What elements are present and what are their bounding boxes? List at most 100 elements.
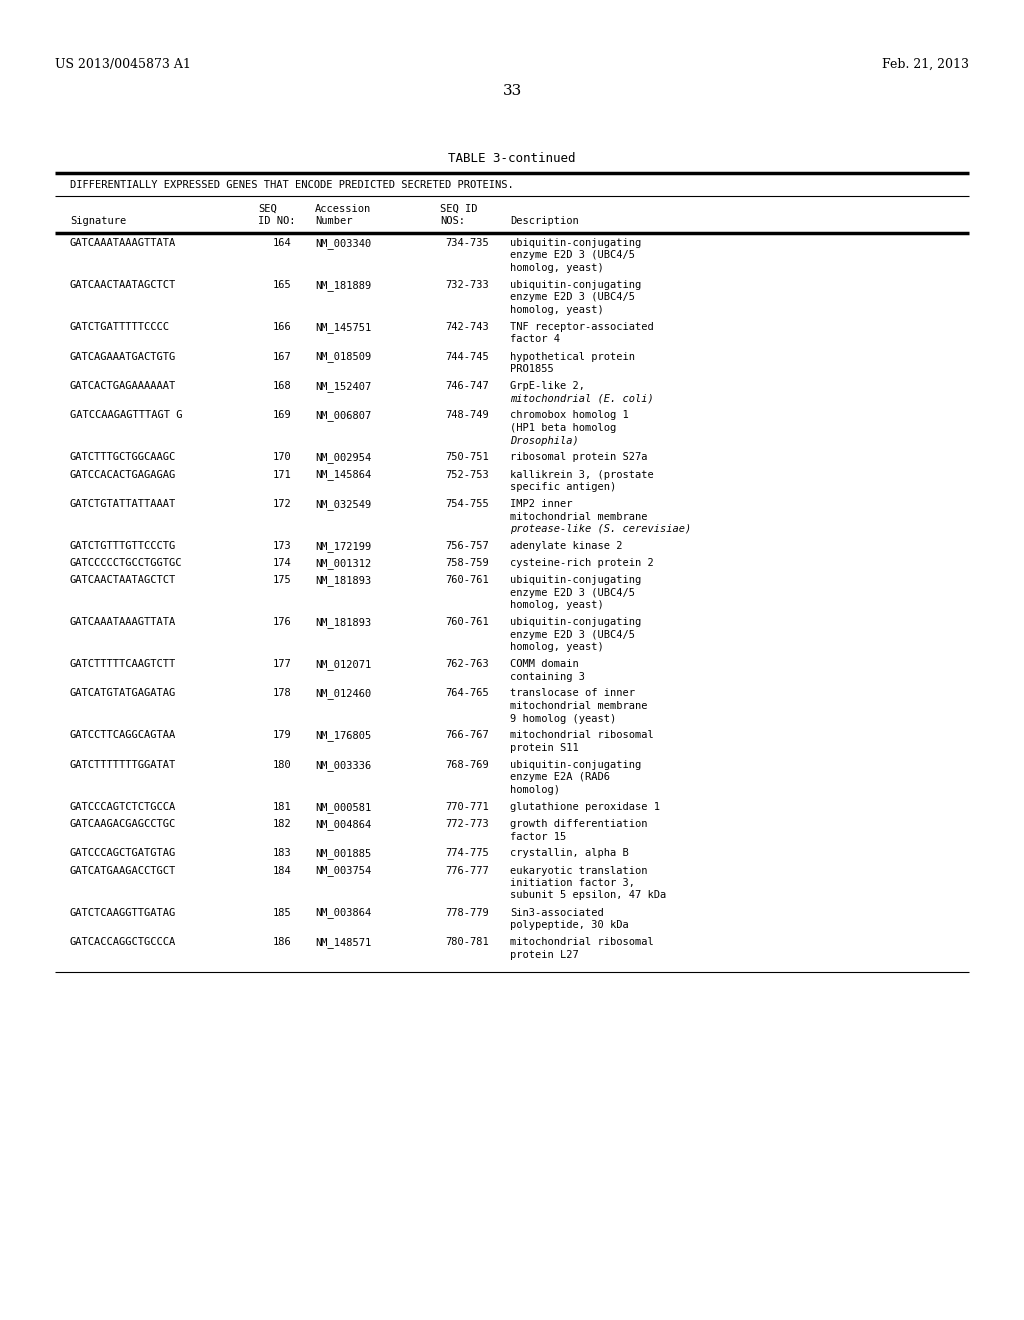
Text: Sin3-associated: Sin3-associated [510, 908, 604, 917]
Text: 9 homolog (yeast): 9 homolog (yeast) [510, 714, 616, 723]
Text: Signature: Signature [70, 216, 126, 226]
Text: NM_004864: NM_004864 [315, 818, 372, 830]
Text: 33: 33 [503, 84, 521, 98]
Text: 183: 183 [273, 849, 292, 858]
Text: GATCTTTTTTTGGATAT: GATCTTTTTTTGGATAT [70, 760, 176, 770]
Text: kallikrein 3, (prostate: kallikrein 3, (prostate [510, 470, 653, 479]
Text: GATCAACTAATAGCTCT: GATCAACTAATAGCTCT [70, 576, 176, 585]
Text: GATCAAGACGAGCCTGC: GATCAAGACGAGCCTGC [70, 818, 176, 829]
Text: 177: 177 [273, 659, 292, 669]
Text: 168: 168 [273, 381, 292, 391]
Text: NM_181893: NM_181893 [315, 616, 372, 628]
Text: GATCTGTATTATTAAAT: GATCTGTATTATTAAAT [70, 499, 176, 510]
Text: protein S11: protein S11 [510, 743, 579, 752]
Text: NM_012460: NM_012460 [315, 689, 372, 700]
Text: homolog, yeast): homolog, yeast) [510, 601, 604, 610]
Text: GATCTGTTTGTTCCCTG: GATCTGTTTGTTCCCTG [70, 541, 176, 550]
Text: 169: 169 [273, 411, 292, 421]
Text: 770-771: 770-771 [445, 803, 488, 812]
Text: NM_002954: NM_002954 [315, 453, 372, 463]
Text: 742-743: 742-743 [445, 322, 488, 333]
Text: NM_003754: NM_003754 [315, 866, 372, 876]
Text: factor 4: factor 4 [510, 334, 560, 345]
Text: NM_003336: NM_003336 [315, 760, 372, 771]
Text: translocase of inner: translocase of inner [510, 689, 635, 698]
Text: 762-763: 762-763 [445, 659, 488, 669]
Text: 750-751: 750-751 [445, 453, 488, 462]
Text: GATCATGTATGAGATAG: GATCATGTATGAGATAG [70, 689, 176, 698]
Text: GATCCCAGCTGATGTAG: GATCCCAGCTGATGTAG [70, 849, 176, 858]
Text: 176: 176 [273, 616, 292, 627]
Text: GrpE-like 2,: GrpE-like 2, [510, 381, 585, 391]
Text: 175: 175 [273, 576, 292, 585]
Text: SEQ ID: SEQ ID [440, 205, 477, 214]
Text: cysteine-rich protein 2: cysteine-rich protein 2 [510, 558, 653, 568]
Text: growth differentiation: growth differentiation [510, 818, 647, 829]
Text: 184: 184 [273, 866, 292, 875]
Text: NM_176805: NM_176805 [315, 730, 372, 742]
Text: GATCACTGAGAAAAAAT: GATCACTGAGAAAAAAT [70, 381, 176, 391]
Text: 768-769: 768-769 [445, 760, 488, 770]
Text: US 2013/0045873 A1: US 2013/0045873 A1 [55, 58, 190, 71]
Text: NM_000581: NM_000581 [315, 803, 372, 813]
Text: NM_001885: NM_001885 [315, 849, 372, 859]
Text: 179: 179 [273, 730, 292, 741]
Text: TABLE 3-continued: TABLE 3-continued [449, 152, 575, 165]
Text: NM_018509: NM_018509 [315, 351, 372, 363]
Text: Drosophila): Drosophila) [510, 436, 579, 446]
Text: crystallin, alpha B: crystallin, alpha B [510, 849, 629, 858]
Text: TNF receptor-associated: TNF receptor-associated [510, 322, 653, 333]
Text: 752-753: 752-753 [445, 470, 488, 479]
Text: NM_012071: NM_012071 [315, 659, 372, 671]
Text: NM_152407: NM_152407 [315, 381, 372, 392]
Text: 172: 172 [273, 499, 292, 510]
Text: GATCTGATTTTTCCCC: GATCTGATTTTTCCCC [70, 322, 170, 333]
Text: 760-761: 760-761 [445, 616, 488, 627]
Text: polypeptide, 30 kDa: polypeptide, 30 kDa [510, 920, 629, 931]
Text: adenylate kinase 2: adenylate kinase 2 [510, 541, 623, 550]
Text: NM_145864: NM_145864 [315, 470, 372, 480]
Text: GATCCCCCTGCCTGGTGC: GATCCCCCTGCCTGGTGC [70, 558, 182, 568]
Text: 182: 182 [273, 818, 292, 829]
Text: NM_006807: NM_006807 [315, 411, 372, 421]
Text: PRO1855: PRO1855 [510, 364, 554, 374]
Text: ubiquitin-conjugating: ubiquitin-conjugating [510, 760, 641, 770]
Text: homolog): homolog) [510, 785, 560, 795]
Text: 732-733: 732-733 [445, 280, 488, 290]
Text: GATCAGAAATGACTGTG: GATCAGAAATGACTGTG [70, 351, 176, 362]
Text: 165: 165 [273, 280, 292, 290]
Text: subunit 5 epsilon, 47 kDa: subunit 5 epsilon, 47 kDa [510, 891, 667, 900]
Text: 166: 166 [273, 322, 292, 333]
Text: NM_172199: NM_172199 [315, 541, 372, 552]
Text: GATCTTTTTCAAGTCTT: GATCTTTTTCAAGTCTT [70, 659, 176, 669]
Text: 180: 180 [273, 760, 292, 770]
Text: ubiquitin-conjugating: ubiquitin-conjugating [510, 616, 641, 627]
Text: ubiquitin-conjugating: ubiquitin-conjugating [510, 280, 641, 290]
Text: 185: 185 [273, 908, 292, 917]
Text: 734-735: 734-735 [445, 238, 488, 248]
Text: GATCAAATAAAGTTATA: GATCAAATAAAGTTATA [70, 616, 176, 627]
Text: ubiquitin-conjugating: ubiquitin-conjugating [510, 576, 641, 585]
Text: mitochondrial ribosomal: mitochondrial ribosomal [510, 730, 653, 741]
Text: NM_181889: NM_181889 [315, 280, 372, 290]
Text: enzyme E2D 3 (UBC4/5: enzyme E2D 3 (UBC4/5 [510, 630, 635, 639]
Text: 766-767: 766-767 [445, 730, 488, 741]
Text: NM_003340: NM_003340 [315, 238, 372, 249]
Text: GATCACCAGGCTGCCCA: GATCACCAGGCTGCCCA [70, 937, 176, 946]
Text: homolog, yeast): homolog, yeast) [510, 642, 604, 652]
Text: enzyme E2D 3 (UBC4/5: enzyme E2D 3 (UBC4/5 [510, 251, 635, 260]
Text: mitochondrial ribosomal: mitochondrial ribosomal [510, 937, 653, 946]
Text: mitochondrial (E. coli): mitochondrial (E. coli) [510, 393, 653, 404]
Text: GATCCAAGAGTTTAGT G: GATCCAAGAGTTTAGT G [70, 411, 182, 421]
Text: (HP1 beta homolog: (HP1 beta homolog [510, 422, 616, 433]
Text: 780-781: 780-781 [445, 937, 488, 946]
Text: IMP2 inner: IMP2 inner [510, 499, 572, 510]
Text: Number: Number [315, 216, 352, 226]
Text: specific antigen): specific antigen) [510, 482, 616, 492]
Text: enzyme E2A (RAD6: enzyme E2A (RAD6 [510, 772, 610, 783]
Text: 748-749: 748-749 [445, 411, 488, 421]
Text: 772-773: 772-773 [445, 818, 488, 829]
Text: Description: Description [510, 216, 579, 226]
Text: chromobox homolog 1: chromobox homolog 1 [510, 411, 629, 421]
Text: containing 3: containing 3 [510, 672, 585, 681]
